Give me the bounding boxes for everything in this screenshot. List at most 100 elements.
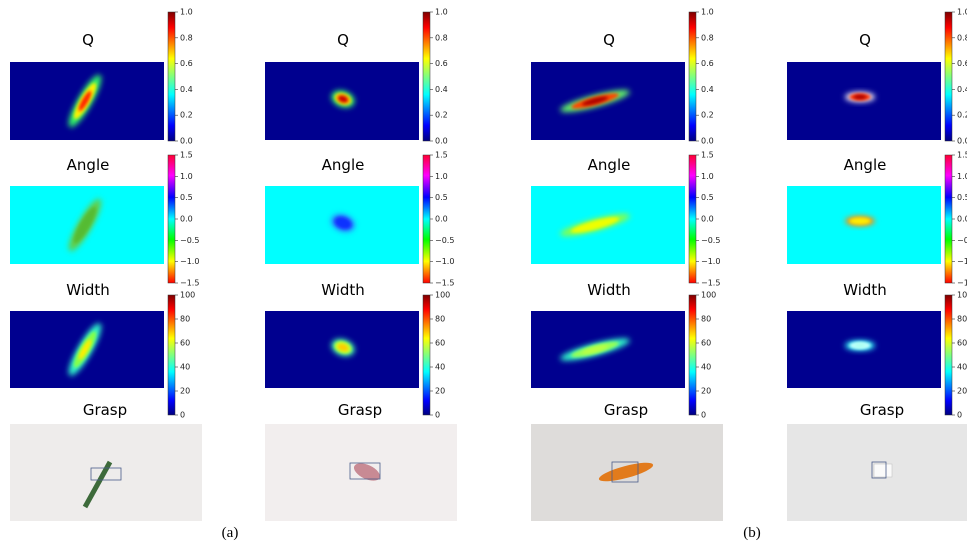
panel-title: Q: [82, 31, 94, 49]
colorbar-tick-label: 20: [180, 387, 190, 396]
colorbar: [168, 12, 175, 141]
heatmap-blob: [845, 216, 875, 226]
panel-title: Angle: [322, 156, 365, 174]
colorbar-tick-label: 0.0: [957, 137, 967, 146]
colorbar-tick-label: −0.5: [957, 236, 967, 245]
colorbar-tick-label: 0.6: [701, 59, 714, 68]
colorbar: [423, 12, 430, 141]
panel-title: Width: [66, 281, 110, 299]
panel-title: Q: [859, 31, 871, 49]
colorbar-tick-label: 0.0: [180, 215, 193, 224]
colorbar-tick-label: 0.0: [435, 137, 448, 146]
colorbar-tick-label: −0.5: [435, 236, 454, 245]
panel-title: Q: [337, 31, 349, 49]
colorbar-tick-label: 0.4: [957, 85, 967, 94]
panel-title: Grasp: [338, 401, 382, 419]
colorbar-tick-label: 0.2: [701, 111, 714, 120]
colorbar-tick-label: 100: [957, 291, 967, 300]
colorbar-tick-label: −1.0: [180, 257, 199, 266]
colorbar-tick-label: 20: [701, 387, 711, 396]
panel-title: Grasp: [83, 401, 127, 419]
colorbar-tick-label: 80: [957, 315, 967, 324]
colorbar-tick-label: 0.6: [180, 59, 193, 68]
colorbar-tick-label: 0.5: [435, 193, 448, 202]
colorbar-tick-label: 100: [435, 291, 450, 300]
colorbar: [168, 155, 175, 283]
colorbar-tick-label: 1.0: [435, 172, 448, 181]
colorbar: [945, 12, 952, 141]
colorbar-tick-label: 0.0: [701, 215, 714, 224]
colorbar-tick-label: 1.5: [701, 151, 714, 160]
panel-title: Width: [843, 281, 887, 299]
colorbar: [945, 295, 952, 415]
colorbar-tick-label: 1.5: [180, 151, 193, 160]
colorbar-tick-label: 0.0: [435, 215, 448, 224]
colorbar: [689, 12, 696, 141]
heatmap-blob: [845, 341, 875, 351]
colorbar-tick-label: −1.0: [957, 257, 967, 266]
colorbar-tick-label: 0.8: [957, 33, 967, 42]
colorbar-tick-label: 0: [180, 411, 185, 420]
blob-layer: [854, 343, 867, 348]
colorbar-tick-label: −0.5: [701, 236, 720, 245]
colorbar-tick-label: 40: [435, 363, 445, 372]
colorbar-tick-label: 60: [435, 339, 445, 348]
colorbar: [168, 295, 175, 415]
colorbar-tick-label: 1.0: [957, 8, 967, 17]
figure: (a) (b) Q 1.0 0.8 0.6 0.4 0.2 0.0 Angle 1.5 1.0 0.…: [0, 0, 967, 545]
panel-title: Angle: [588, 156, 631, 174]
colorbar-tick-label: 60: [957, 339, 967, 348]
colorbar-tick-label: 0.2: [180, 111, 193, 120]
caption: (a): [222, 525, 239, 541]
colorbar-tick-label: 0.2: [435, 111, 448, 120]
colorbar-tick-label: 100: [180, 291, 195, 300]
colorbar-tick-label: 0.6: [957, 59, 967, 68]
colorbar-tick-label: 20: [435, 387, 445, 396]
colorbar-tick-label: 20: [957, 387, 967, 396]
colorbar-tick-label: −1.5: [435, 279, 454, 288]
colorbar-tick-label: 0.8: [180, 33, 193, 42]
colorbar-tick-label: 80: [435, 315, 445, 324]
panel-title: Grasp: [860, 401, 904, 419]
panel-title: Width: [587, 281, 631, 299]
colorbar-tick-label: 1.5: [957, 151, 967, 160]
colorbar-tick-label: −1.0: [435, 257, 454, 266]
colorbar: [945, 155, 952, 283]
panel-title: Q: [603, 31, 615, 49]
colorbar-tick-label: 40: [180, 363, 190, 372]
colorbar-tick-label: 0.5: [957, 193, 967, 202]
colorbar-tick-label: 0.4: [701, 85, 714, 94]
panel-title: Angle: [67, 156, 110, 174]
colorbar-tick-label: 60: [701, 339, 711, 348]
blob-layer: [849, 217, 870, 224]
colorbar-tick-label: 0.2: [957, 111, 967, 120]
heatmap-blob: [845, 92, 875, 102]
panel-title: Width: [321, 281, 365, 299]
colorbar-tick-label: −1.5: [701, 279, 720, 288]
colorbar-tick-label: 40: [957, 363, 967, 372]
colorbar-tick-label: 80: [701, 315, 711, 324]
colorbar-tick-label: 1.0: [701, 172, 714, 181]
colorbar-tick-label: 1.0: [180, 172, 193, 181]
colorbar: [423, 155, 430, 283]
colorbar: [689, 295, 696, 415]
colorbar: [423, 295, 430, 415]
panel-title: Grasp: [604, 401, 648, 419]
colorbar-tick-label: −1.5: [180, 279, 199, 288]
colorbar-tick-label: −1.5: [957, 279, 967, 288]
colorbar-tick-label: 1.0: [180, 8, 193, 17]
colorbar-tick-label: 1.0: [435, 8, 448, 17]
colorbar-tick-label: 0.5: [180, 193, 193, 202]
colorbar-tick-label: 0.0: [180, 137, 193, 146]
colorbar-tick-label: 0: [957, 411, 962, 420]
colorbar-tick-label: 1.5: [435, 151, 448, 160]
colorbar-tick-label: 0.4: [180, 85, 193, 94]
colorbar-tick-label: 0: [435, 411, 440, 420]
caption: (b): [743, 525, 761, 541]
colorbar-tick-label: 80: [180, 315, 190, 324]
colorbar-tick-label: 100: [701, 291, 716, 300]
colorbar-tick-label: 1.0: [701, 8, 714, 17]
colorbar-tick-label: 60: [180, 339, 190, 348]
colorbar-tick-label: −1.0: [701, 257, 720, 266]
colorbar-tick-label: −0.5: [180, 236, 199, 245]
